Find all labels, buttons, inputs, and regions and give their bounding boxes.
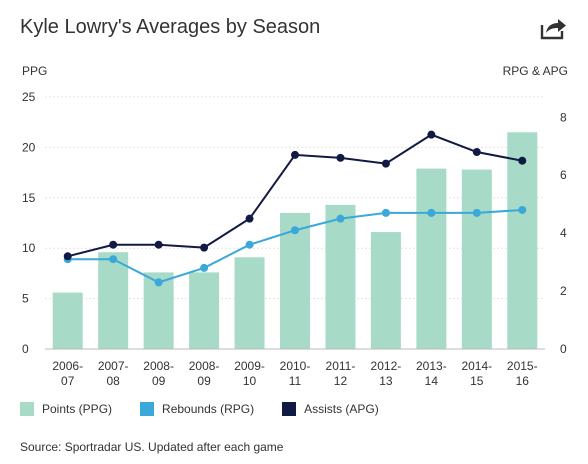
point-rebounds-4: [245, 240, 254, 249]
left-axis-title: PPG: [22, 64, 48, 78]
point-assists-4: [245, 214, 254, 223]
bar-points-8: [416, 168, 447, 349]
left-tick-label-1: 5: [22, 292, 29, 306]
legend-swatch-assists: [282, 402, 297, 416]
point-rebounds-2: [154, 278, 163, 287]
right-axis-title: RPG & APG: [502, 64, 568, 78]
x-tick-label-6: 2011-12: [326, 359, 356, 388]
legend-label-points: Points (PPG): [42, 402, 113, 416]
combo-chart: 0 5 10 15 20 25 0 2 4 6 8 2006-07 2007-08 2008-09 2008…: [22, 90, 567, 388]
chart-title: Kyle Lowry's Averages by Season: [20, 16, 321, 38]
point-rebounds-10: [518, 205, 527, 214]
bar-points-1: [98, 252, 129, 349]
left-tick-label-0: 0: [22, 342, 29, 356]
left-tick-label-4: 20: [22, 140, 36, 154]
point-rebounds-5: [291, 226, 299, 235]
right-tick-label-2: 4: [560, 226, 567, 240]
x-tick-label-2: 2008-09: [143, 359, 174, 388]
point-assists-8: [427, 130, 436, 139]
point-rebounds-9: [472, 208, 481, 217]
bar-points-6: [325, 204, 356, 349]
x-tick-label-0: 2006-07: [52, 359, 83, 388]
right-tick-label-4: 8: [560, 110, 567, 124]
bar-points-4: [234, 257, 265, 349]
bar-points-9: [461, 169, 492, 349]
point-assists-6: [336, 153, 345, 162]
x-tick-label-8: 2013-14: [416, 359, 447, 388]
point-assists-1: [109, 240, 118, 249]
legend-swatch-rebounds: [140, 402, 155, 416]
right-tick-label-3: 6: [560, 168, 567, 182]
right-tick-label-1: 2: [560, 284, 567, 298]
legend-item-points[interactable]: Points (PPG): [20, 402, 112, 416]
point-rebounds-1: [109, 255, 118, 264]
point-rebounds-7: [381, 208, 390, 217]
x-tick-label-7: 2012-13: [371, 359, 402, 388]
legend-label-assists: Assists (APG): [304, 402, 379, 416]
left-tick-label-3: 15: [22, 191, 36, 205]
point-assists-5: [291, 150, 299, 159]
point-assists-9: [472, 148, 481, 157]
point-assists-7: [381, 159, 390, 168]
source-note: Source: Sportradar US. Updated after eac…: [20, 440, 284, 454]
x-tick-label-5: 2010-11: [280, 359, 311, 388]
point-assists-0: [63, 252, 72, 261]
bar-points-7: [370, 232, 401, 349]
left-tick-label-2: 10: [22, 241, 36, 255]
point-rebounds-3: [200, 263, 209, 272]
bar-points-3: [189, 272, 220, 349]
bar-points-10: [507, 132, 538, 349]
bar-points-0: [52, 292, 83, 349]
legend-label-rebounds: Rebounds (RPG): [162, 402, 255, 416]
x-tick-label-4: 2009-10: [234, 359, 265, 388]
point-rebounds-6: [336, 214, 345, 223]
right-tick-label-0: 0: [560, 342, 567, 356]
x-tick-label-10: 2015-16: [507, 359, 538, 388]
x-tick-label-1: 2007-08: [98, 359, 129, 388]
x-tick-label-9: 2014-15: [461, 359, 492, 388]
share-icon[interactable]: [540, 16, 568, 40]
point-assists-10: [518, 156, 527, 165]
bar-points-5: [280, 212, 310, 349]
legend-item-rebounds[interactable]: Rebounds (RPG): [140, 402, 254, 416]
legend-swatch-points: [20, 402, 34, 416]
point-rebounds-8: [427, 208, 436, 217]
point-assists-2: [154, 240, 163, 249]
x-tick-label-3: 2008-09: [189, 359, 220, 388]
legend: Points (PPG) Rebounds (RPG) Assists (APG…: [20, 402, 379, 416]
point-assists-3: [200, 243, 209, 252]
legend-item-assists[interactable]: Assists (APG): [282, 402, 379, 416]
left-tick-label-5: 25: [22, 90, 36, 104]
